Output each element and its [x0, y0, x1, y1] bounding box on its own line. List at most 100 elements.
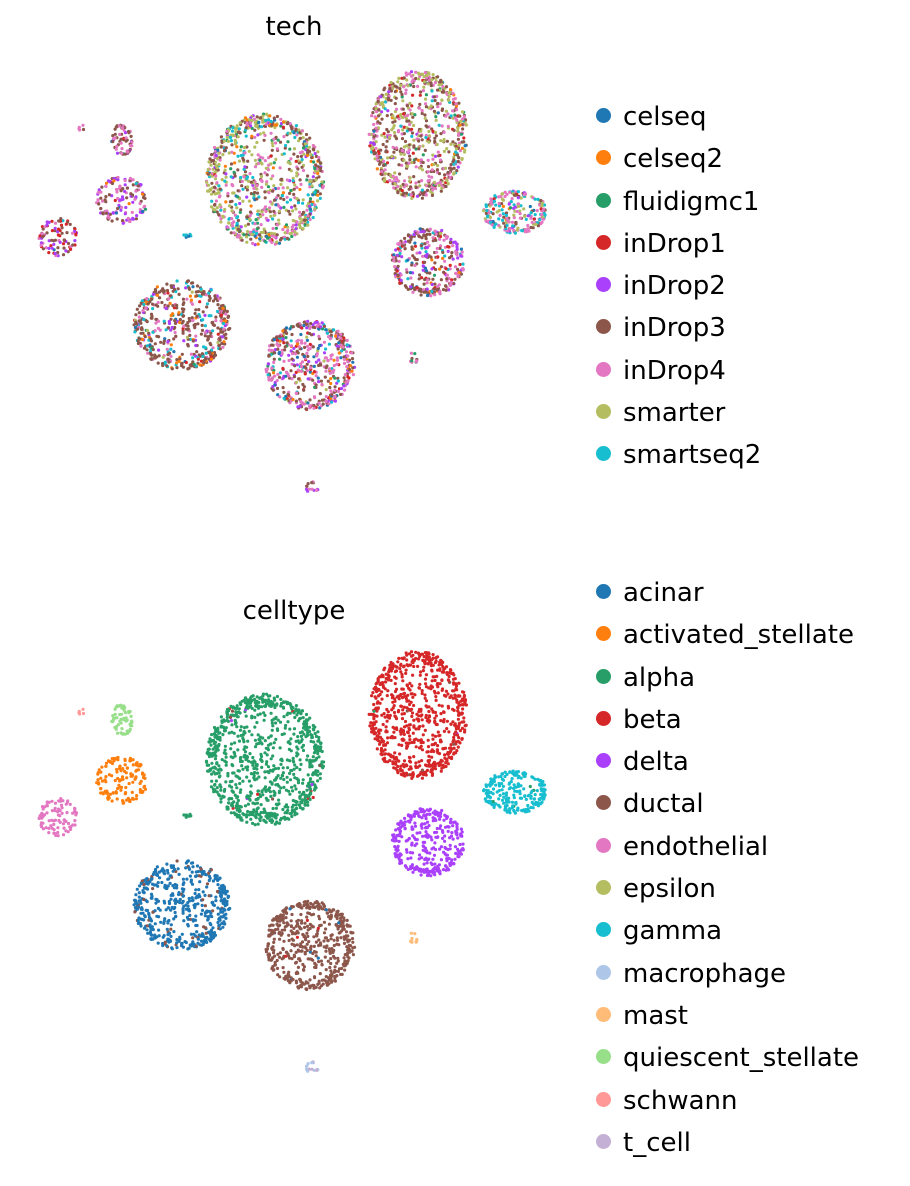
scatter-point-inDrop3 [236, 227, 240, 231]
scatter-point-inDrop2 [290, 205, 294, 209]
scatter-point-smarter [235, 206, 239, 210]
scatter-point-inDrop2 [433, 154, 438, 158]
scatter-point-celseq2 [332, 358, 336, 362]
scatter-point-beta [449, 743, 453, 747]
scatter-point-inDrop4 [279, 117, 283, 121]
scatter-point-celseq2 [281, 191, 285, 195]
scatter-point-inDrop4 [303, 341, 307, 345]
scatter-point-smarter [265, 112, 269, 116]
scatter-point-inDrop4 [130, 210, 134, 214]
scatter-point-inDrop3 [318, 166, 323, 170]
scatter-point-celseq2 [291, 397, 295, 402]
scatter-point-inDrop4 [269, 378, 273, 382]
scatter-point-inDrop3 [436, 75, 440, 79]
cluster-1 [367, 650, 468, 780]
scatter-point-alpha [248, 698, 252, 702]
scatter-point-smarter [246, 229, 250, 234]
scatter-point-inDrop2 [419, 230, 423, 234]
scatter-point-smarter [259, 230, 263, 235]
scatter-point-alpha [274, 721, 278, 725]
scatter-point-inDrop3 [275, 386, 280, 390]
scatter-point-inDrop4 [393, 177, 397, 181]
scatter-point-inDrop3 [274, 135, 278, 139]
scatter-point-inDrop4 [290, 377, 294, 381]
scatter-point-inDrop3 [317, 337, 322, 341]
scatter-point-beta [396, 660, 400, 664]
scatter-point-smarter [488, 215, 492, 220]
scatter-point-inDrop3 [376, 120, 380, 124]
scatter-point-smarter [445, 147, 449, 151]
scatter-point-inDrop4 [267, 156, 271, 160]
scatter-point-inDrop3 [393, 134, 397, 138]
scatter-point-inDrop3 [347, 368, 352, 372]
scatter-point-beta [391, 694, 395, 698]
scatter-point-alpha [290, 785, 294, 789]
scatter-point-inDrop4 [443, 259, 447, 263]
scatter-point-inDrop4 [317, 334, 321, 338]
scatter-point-smartseq2 [420, 246, 424, 250]
scatter-point-inDrop4 [253, 222, 257, 226]
scatter-point-alpha [254, 798, 258, 802]
scatter-point-inDrop3 [396, 191, 400, 195]
scatter-point-inDrop3 [188, 333, 192, 337]
scatter-point-alpha [214, 779, 218, 783]
scatter-point-alpha [236, 807, 240, 811]
scatter-point-alpha [256, 822, 260, 826]
scatter-point-inDrop3 [285, 122, 289, 126]
scatter-point-inDrop3 [246, 159, 250, 163]
scatter-point-inDrop3 [172, 287, 177, 291]
scatter-point-inDrop3 [396, 264, 400, 268]
scatter-point-inDrop4 [404, 88, 408, 92]
scatter-point-inDrop3 [62, 238, 66, 242]
scatter-point-inDrop4 [100, 199, 105, 203]
scatter-point-alpha [213, 788, 217, 792]
scatter-point-alpha [290, 814, 294, 819]
scatter-point-alpha [249, 772, 253, 776]
scatter-point-inDrop2 [121, 221, 125, 225]
scatter-point-inDrop3 [45, 231, 49, 235]
scatter-point-alpha [218, 774, 222, 778]
scatter-point-inDrop3 [403, 284, 407, 288]
scatter-point-inDrop3 [249, 192, 253, 196]
scatter-point-celseq [277, 350, 282, 354]
scatter-point-inDrop3 [211, 299, 215, 303]
scatter-point-alpha [300, 745, 304, 749]
scatter-point-celseq [284, 394, 288, 398]
scatter-point-smarter [436, 164, 440, 168]
scatter-point-inDrop3 [388, 86, 392, 91]
scatter-point-inDrop2 [164, 306, 168, 311]
scatter-point-celseq2 [189, 298, 193, 302]
scatter-point-smarter [294, 380, 298, 384]
scatter-point-inDrop4 [285, 195, 289, 199]
scatter-point-inDrop2 [513, 205, 517, 209]
scatter-point-inDrop3 [428, 271, 432, 275]
scatter-point-alpha [286, 805, 290, 809]
scatter-point-inDrop3 [216, 303, 220, 307]
scatter-point-smartseq2 [296, 201, 301, 205]
scatter-point-inDrop3 [288, 212, 292, 216]
scatter-point-beta [438, 738, 443, 742]
scatter-point-alpha [276, 718, 280, 722]
scatter-point-beta [383, 752, 388, 756]
scatter-point-inDrop3 [382, 88, 386, 92]
scatter-point-alpha [266, 798, 270, 802]
scatter-point-inDrop3 [403, 236, 407, 240]
scatter-point-smarter [213, 177, 218, 181]
scatter-point-alpha [269, 711, 273, 715]
scatter-point-smartseq2 [239, 175, 243, 180]
scatter-point-inDrop3 [430, 193, 434, 197]
scatter-point-inDrop3 [175, 358, 179, 362]
scatter-point-smartseq2 [538, 218, 542, 222]
scatter-point-smarter [269, 214, 273, 218]
scatter-point-inDrop3 [240, 238, 244, 242]
scatter-point-inDrop3 [459, 272, 463, 276]
scatter-point-smartseq2 [252, 230, 256, 234]
scatter-point-beta [400, 743, 404, 747]
scatter-point-smartseq2 [162, 319, 166, 323]
scatter-point-inDrop2 [440, 228, 444, 233]
scatter-point-inDrop2 [53, 252, 57, 256]
scatter-point-smarter [392, 130, 397, 135]
scatter-point-inDrop4 [400, 148, 404, 153]
scatter-point-inDrop4 [426, 158, 430, 162]
scatter-point-inDrop4 [305, 344, 310, 348]
